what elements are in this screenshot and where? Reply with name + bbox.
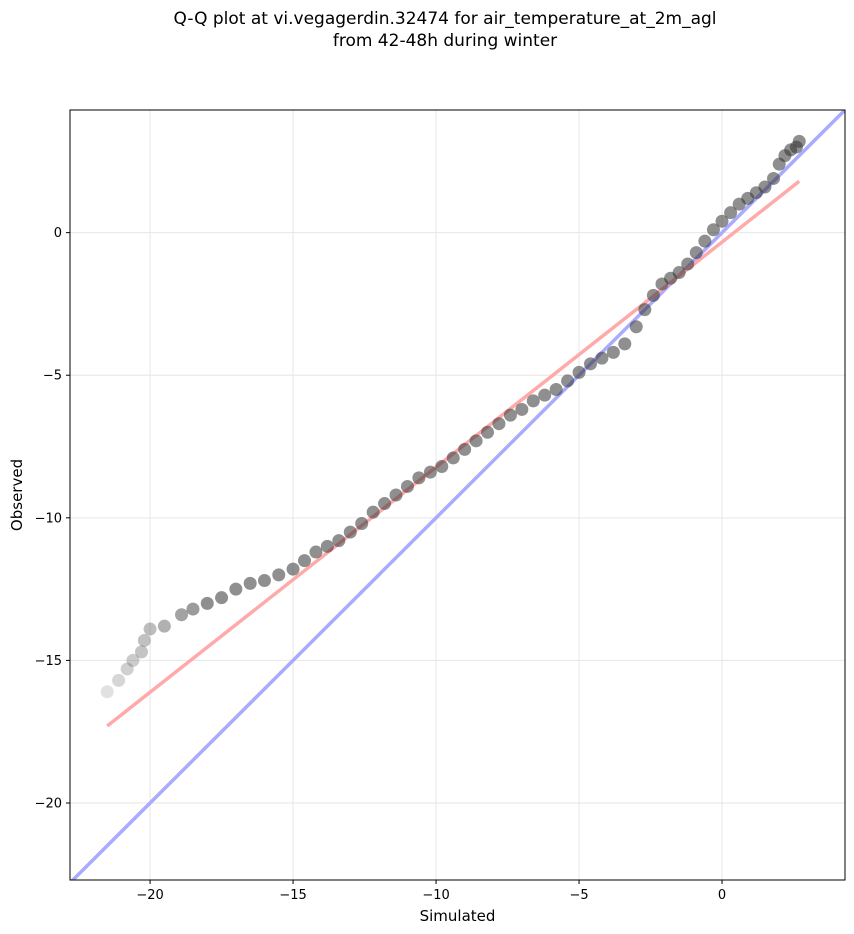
data-point xyxy=(286,562,300,576)
grid xyxy=(70,110,845,880)
chart-title: Q-Q plot at vi.vegagerdin.32474 for air_… xyxy=(0,8,854,52)
data-point xyxy=(583,357,597,371)
data-point xyxy=(343,525,357,539)
data-point xyxy=(698,234,712,248)
x-tick-label: −10 xyxy=(422,888,449,903)
data-point xyxy=(681,257,695,271)
y-tick-label: −15 xyxy=(35,654,62,669)
data-point xyxy=(572,365,586,379)
identity-line xyxy=(70,110,845,880)
y-tick-label: −5 xyxy=(43,369,62,384)
data-point xyxy=(272,568,286,582)
data-point xyxy=(412,471,426,485)
data-point xyxy=(767,171,781,185)
data-point xyxy=(492,417,506,431)
data-point xyxy=(646,288,660,302)
data-point xyxy=(134,645,148,659)
x-tick-label: −15 xyxy=(279,888,306,903)
data-point xyxy=(143,622,157,636)
data-point xyxy=(112,673,126,687)
data-point xyxy=(389,488,403,502)
data-point xyxy=(378,497,392,511)
reference-lines xyxy=(70,110,845,880)
chart-title-line-2: from 42-48h during winter xyxy=(332,31,558,51)
data-point xyxy=(332,534,346,548)
data-point xyxy=(309,545,323,559)
data-point xyxy=(400,479,414,493)
data-point xyxy=(366,505,380,519)
data-point xyxy=(458,442,472,456)
data-point xyxy=(215,591,229,605)
data-point xyxy=(298,554,312,568)
data-point xyxy=(157,619,171,633)
axis-ticks: −20 −15 −10 −5 0 0 −5 −10 −15 −20 xyxy=(35,226,727,903)
data-point xyxy=(175,608,189,622)
data-point xyxy=(503,408,517,422)
data-point xyxy=(715,214,729,228)
data-point xyxy=(257,574,271,588)
data-point xyxy=(561,374,575,388)
data-point xyxy=(792,134,806,148)
data-point xyxy=(423,465,437,479)
chart-title-line-1: Q-Q plot at vi.vegagerdin.32474 for air_… xyxy=(173,9,717,29)
data-point xyxy=(672,266,686,280)
data-point xyxy=(446,451,460,465)
data-point xyxy=(689,246,703,260)
y-tick-label: −20 xyxy=(35,797,62,812)
data-point xyxy=(706,223,720,237)
data-point xyxy=(758,180,772,194)
data-point xyxy=(629,320,643,334)
data-point xyxy=(126,653,140,667)
x-tick-label: −5 xyxy=(569,888,588,903)
data-point xyxy=(469,434,483,448)
plot-frame xyxy=(69,109,846,881)
data-point xyxy=(120,662,134,676)
data-point xyxy=(435,459,449,473)
data-point xyxy=(243,576,257,590)
x-tick-label: −20 xyxy=(136,888,163,903)
data-point xyxy=(538,388,552,402)
y-tick-label: −10 xyxy=(35,511,62,526)
x-tick-label: 0 xyxy=(718,888,726,903)
data-point xyxy=(229,582,243,596)
x-axis-label: Simulated xyxy=(420,907,496,925)
data-point xyxy=(355,517,369,531)
data-point xyxy=(618,337,632,351)
data-point xyxy=(200,596,214,610)
data-point xyxy=(515,402,529,416)
data-point xyxy=(186,602,200,616)
data-point xyxy=(481,425,495,439)
data-point xyxy=(100,685,114,699)
data-point xyxy=(638,303,652,317)
data-point xyxy=(320,539,334,553)
data-point xyxy=(526,394,540,408)
data-point xyxy=(549,382,563,396)
y-tick-label: 0 xyxy=(54,226,62,241)
data-point xyxy=(606,345,620,359)
y-axis-label: Observed xyxy=(8,459,26,531)
data-point xyxy=(137,633,151,647)
data-point xyxy=(595,351,609,365)
data-point xyxy=(724,206,738,220)
data-points xyxy=(100,134,806,699)
